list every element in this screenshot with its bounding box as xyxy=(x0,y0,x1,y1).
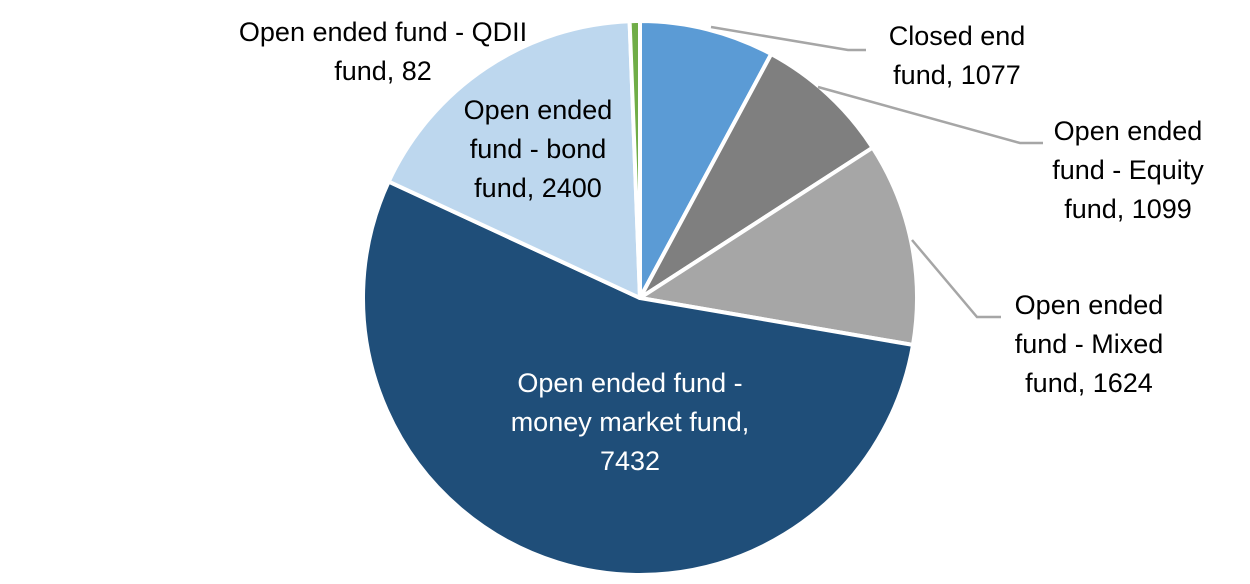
slice-label-line: fund - Equity xyxy=(1052,155,1204,185)
slice-label-open-ended-fund-qdii-fund: Open ended fund - QDII fund, 82 xyxy=(239,13,527,91)
slice-label-open-ended-fund-equity-fund: Open ended fund - Equity fund, 1099 xyxy=(1052,112,1204,229)
pie-slice-open-ended-fund-money-market-fund[interactable] xyxy=(361,179,915,577)
slice-label-line: 7432 xyxy=(599,446,661,476)
slice-label-line: Closed end xyxy=(888,21,1026,51)
leader-line-open-ended-fund-equity-fund xyxy=(817,85,1043,145)
slice-label-open-ended-fund-mixed-fund: Open ended fund - Mixed fund, 1624 xyxy=(1015,286,1164,403)
pie-slice-closed-end-fund[interactable] xyxy=(638,19,774,300)
leader-lines-group xyxy=(710,25,1043,319)
slice-label-line: fund - bond xyxy=(469,134,607,164)
slice-label-line: Open ended xyxy=(1053,116,1203,146)
slice-label-open-ended-fund-bond-fund: Open ended fund - bond fund, 2400 xyxy=(464,91,613,208)
slice-label-line: Open ended fund - xyxy=(517,368,743,398)
leader-line-open-ended-fund-mixed-fund xyxy=(911,239,1001,319)
pie-slices-group xyxy=(361,19,919,577)
slice-label-open-ended-fund-money-market-fund: Open ended fund - money market fund, 7432 xyxy=(511,364,750,481)
slice-label-line: Open ended xyxy=(463,95,613,125)
pie-slice-open-ended-fund-equity-fund[interactable] xyxy=(638,52,875,300)
pie-slice-open-ended-fund-bond-fund[interactable] xyxy=(386,19,642,300)
slice-label-line: fund, 1099 xyxy=(1064,194,1192,224)
slice-label-line: Open ended xyxy=(1014,290,1164,320)
pie-slice-open-ended-fund-qdii-fund[interactable] xyxy=(627,19,642,300)
slice-label-line: fund - Mixed xyxy=(1014,329,1164,359)
slice-label-line: fund, 82 xyxy=(334,56,432,86)
pie-slice-open-ended-fund-mixed-fund[interactable] xyxy=(638,145,919,347)
slice-label-line: fund, 2400 xyxy=(474,173,602,203)
slice-label-line: fund, 1624 xyxy=(1025,368,1153,398)
leader-line-closed-end-fund xyxy=(710,25,866,52)
slice-label-line: money market fund, xyxy=(510,407,750,437)
slice-label-closed-end-fund: Closed end fund, 1077 xyxy=(889,17,1026,95)
slice-label-line: fund, 1077 xyxy=(893,60,1021,90)
slice-label-line: Open ended fund - QDII xyxy=(238,17,528,47)
